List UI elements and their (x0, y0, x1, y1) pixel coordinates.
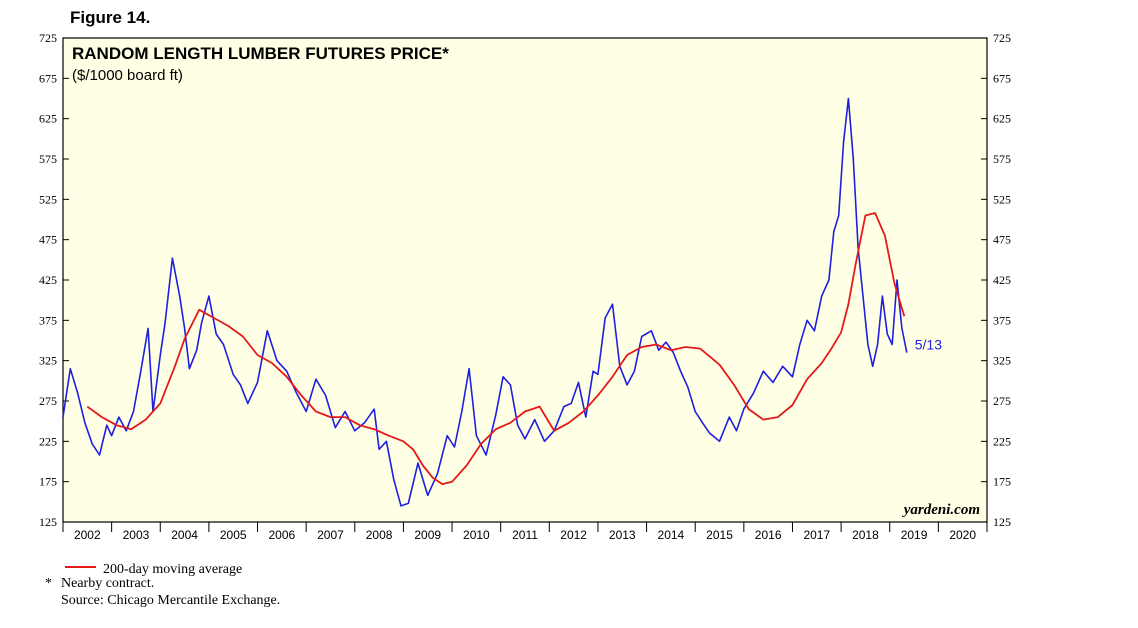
y-tick-label-right: 525 (993, 192, 1011, 206)
y-tick-label-right: 575 (993, 152, 1011, 166)
y-tick-label-left: 375 (39, 313, 57, 327)
x-tick-label: 2011 (512, 528, 538, 542)
figure-label: Figure 14. (70, 8, 151, 27)
y-tick-label-right: 725 (993, 31, 1011, 45)
x-tick-label: 2020 (949, 528, 976, 542)
x-tick-label: 2019 (901, 528, 928, 542)
y-tick-label-left: 225 (39, 434, 57, 448)
x-tick-label: 2005 (220, 528, 247, 542)
chart-title: RANDOM LENGTH LUMBER FUTURES PRICE* (72, 44, 449, 63)
price-series-line (62, 97, 908, 507)
y-tick-label-right: 175 (993, 475, 1011, 489)
y-tick-label-right: 475 (993, 233, 1011, 247)
legend-label: 200-day moving average (103, 562, 242, 577)
footnote-nearby: Nearby contract. (61, 576, 155, 591)
x-tick-label: 2010 (463, 528, 490, 542)
x-tick-label: 2017 (803, 528, 830, 542)
x-tick-label: 2003 (123, 528, 150, 542)
watermark: yardeni.com (902, 502, 980, 518)
latest-date-annotation: 5/13 (915, 337, 942, 353)
y-tick-label-left: 175 (39, 475, 57, 489)
x-tick-label: 2015 (706, 528, 733, 542)
x-tick-label: 2006 (268, 528, 295, 542)
x-tick-label: 2008 (366, 528, 393, 542)
y-tick-label-left: 525 (39, 192, 57, 206)
x-tick-label: 2007 (317, 528, 344, 542)
y-tick-label-right: 125 (993, 515, 1011, 529)
y-tick-label-left: 275 (39, 394, 57, 408)
plot-area (62, 37, 988, 523)
y-tick-label-left: 575 (39, 152, 57, 166)
y-tick-label-right: 675 (993, 71, 1011, 85)
y-tick-label-right: 275 (993, 394, 1011, 408)
y-tick-label-right: 625 (993, 112, 1011, 126)
x-tick-label: 2004 (171, 528, 198, 542)
y-tick-label-left: 475 (39, 233, 57, 247)
y-tick-label-left: 325 (39, 354, 57, 368)
moving-average-line (86, 212, 906, 486)
y-tick-label-left: 125 (39, 515, 57, 529)
x-tick-label: 2012 (560, 528, 587, 542)
x-tick-label: 2016 (755, 528, 782, 542)
chart-subtitle: ($/1000 board ft) (72, 67, 183, 84)
y-tick-label-right: 225 (993, 434, 1011, 448)
y-tick-label-left: 675 (39, 71, 57, 85)
x-tick-label: 2009 (414, 528, 441, 542)
footnote-source: Source: Chicago Mercantile Exchange. (61, 593, 281, 608)
x-tick-label: 2014 (658, 528, 685, 542)
y-tick-label-right: 425 (993, 273, 1011, 287)
x-tick-label: 2018 (852, 528, 879, 542)
y-tick-label-right: 375 (993, 313, 1011, 327)
y-tick-label-left: 625 (39, 112, 57, 126)
footnote-asterisk: * (45, 576, 52, 591)
y-tick-label-left: 725 (39, 31, 57, 45)
x-tick-label: 2002 (74, 528, 101, 542)
x-tick-label: 2013 (609, 528, 636, 542)
y-tick-label-right: 325 (993, 354, 1011, 368)
y-tick-label-left: 425 (39, 273, 57, 287)
